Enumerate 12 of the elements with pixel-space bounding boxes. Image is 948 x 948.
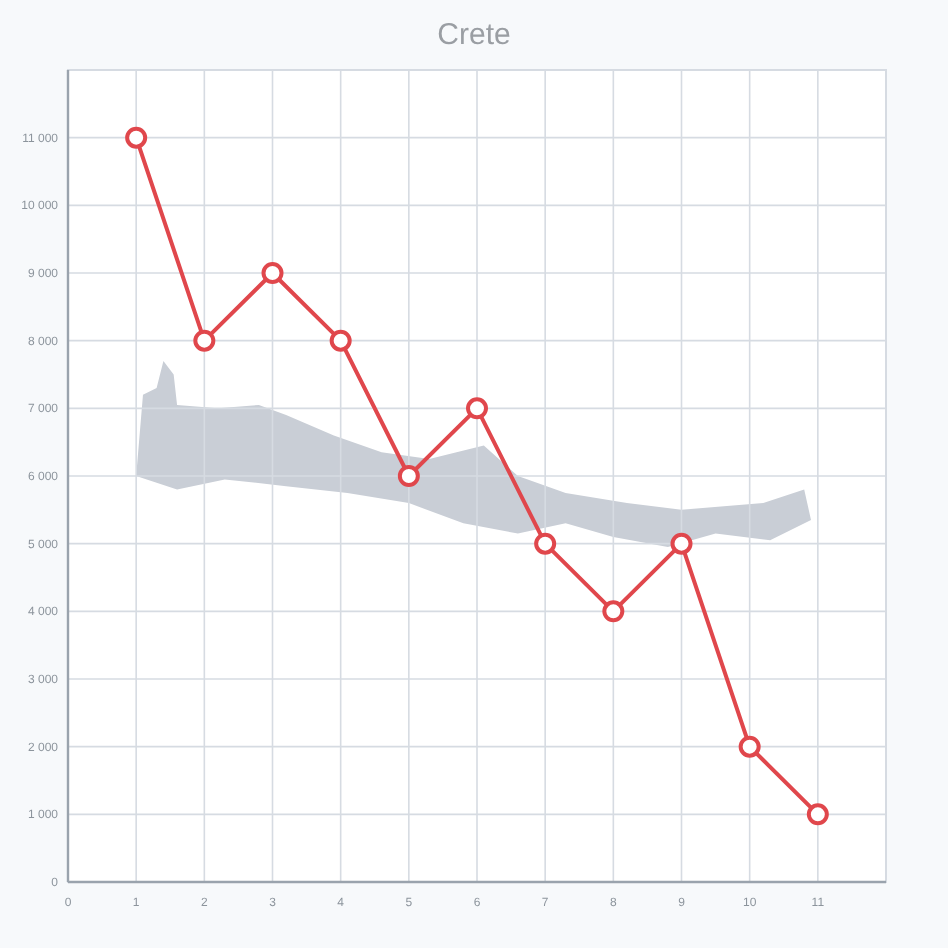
- chart-title: Crete: [437, 18, 511, 52]
- point: [397, 465, 420, 487]
- point: [670, 532, 693, 555]
- point: [602, 600, 625, 623]
- point: [193, 329, 216, 352]
- point: [329, 329, 352, 352]
- point: [466, 397, 488, 420]
- point: [534, 532, 557, 555]
- point: [738, 735, 761, 758]
- point: [806, 803, 829, 826]
- point: [261, 262, 284, 284]
- point: [125, 126, 148, 149]
